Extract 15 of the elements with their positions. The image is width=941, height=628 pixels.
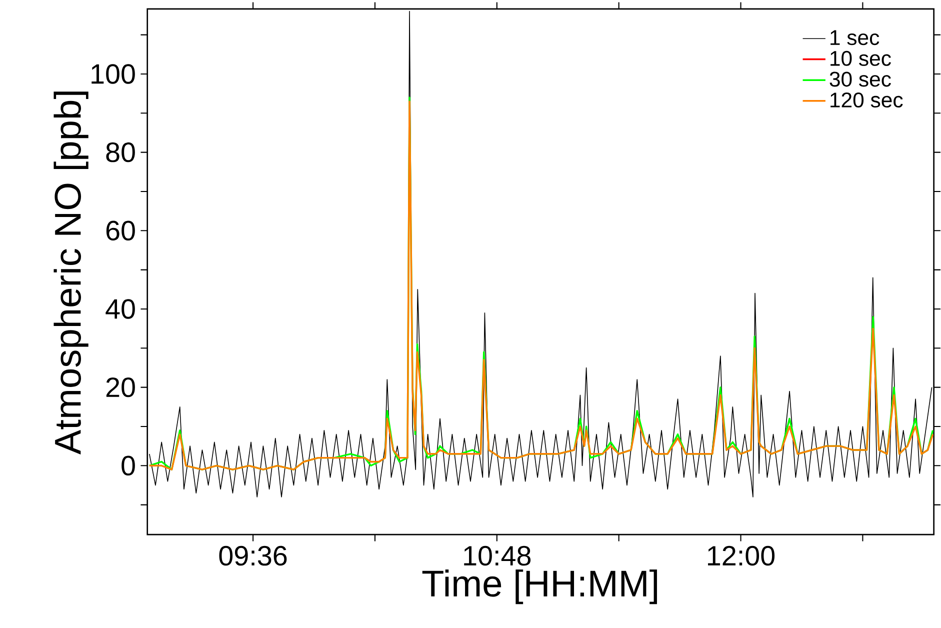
y-tick-label: 80 [106,142,135,162]
legend-label: 10 sec [830,50,891,66]
y-tick-label: 20 [106,377,135,398]
legend-label: 1 sec [830,30,880,46]
x-tick-label: 09:36 [219,546,287,566]
y-tick-label: 0 [122,456,135,476]
legend-label: 120 sec [830,92,903,108]
x-tick-label: 12:00 [708,546,775,566]
y-axis-title: Atmospheric NO [ppb] [54,92,88,454]
x-axis-title: Time [HH:MM] [422,569,657,604]
y-tick-label: 40 [106,299,135,319]
x-tick-label: 10:48 [464,546,531,566]
y-tick-label: 60 [106,220,135,240]
legend-label: 30 sec [830,72,891,87]
y-tick-label: 100 [92,64,135,84]
